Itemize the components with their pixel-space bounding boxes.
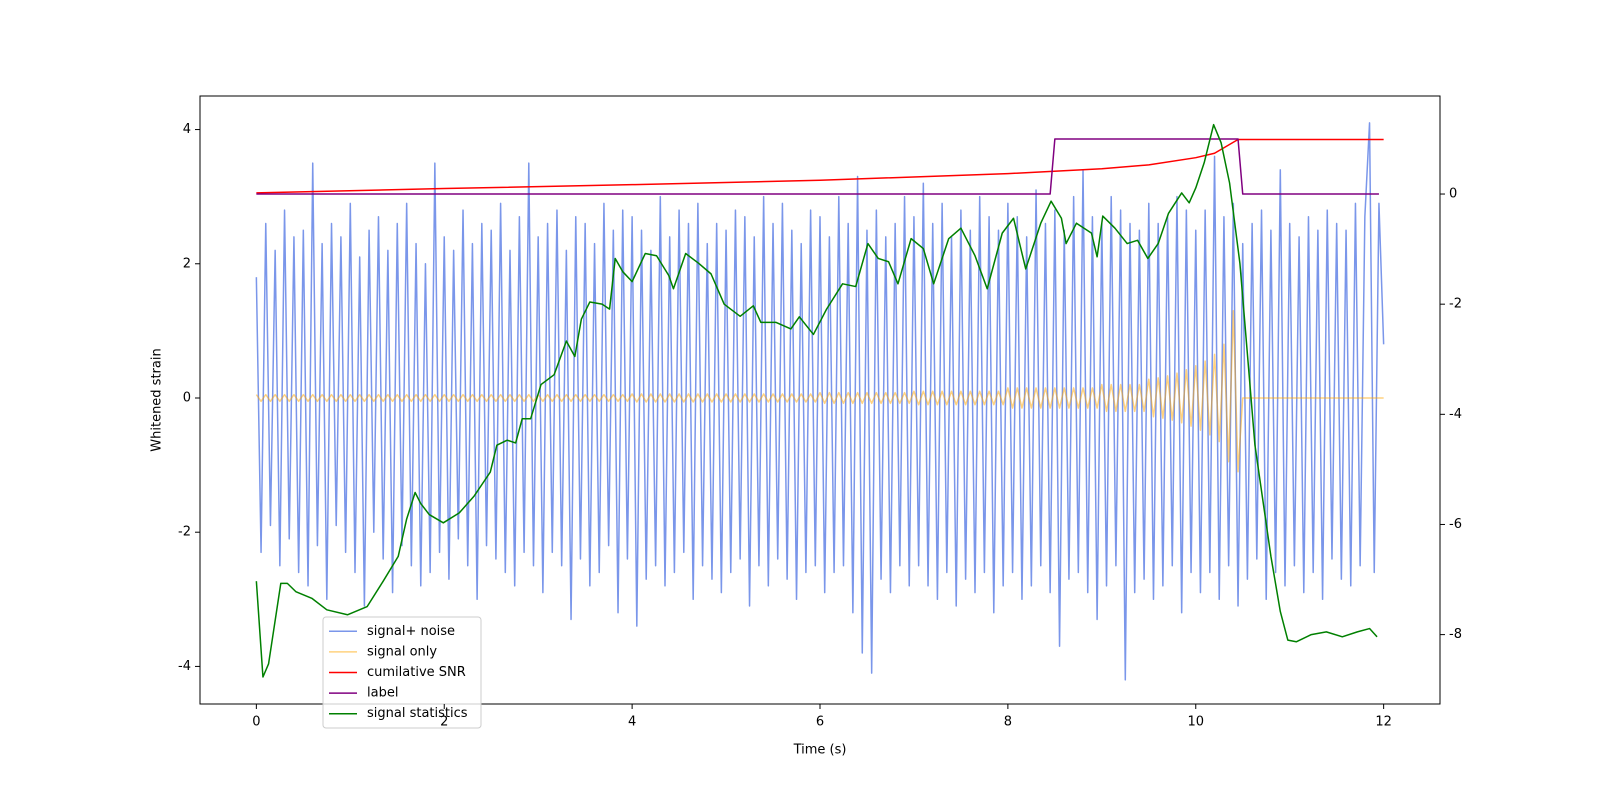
series-line xyxy=(255,122,1385,681)
legend-frame xyxy=(322,616,482,729)
y2-tick-label: -2 xyxy=(1449,297,1462,312)
x-tick-label: 10 xyxy=(1187,715,1204,730)
x-tick-label: 4 xyxy=(628,715,636,730)
legend-label: signal only xyxy=(367,644,437,659)
y2-tick-label: -4 xyxy=(1449,407,1462,422)
x-axis-label: Time (s) xyxy=(793,743,847,758)
x-tick-label: 6 xyxy=(816,715,824,730)
x-tick-label: 2 xyxy=(440,715,448,730)
y-axis-label: Whitened strain xyxy=(150,348,165,451)
legend: signal+ noise signal only cumilative SNR la… xyxy=(322,616,482,729)
y2-tick-label: -8 xyxy=(1449,627,1462,642)
plot-area xyxy=(255,122,1385,681)
y2-tick-label: -6 xyxy=(1449,517,1462,532)
legend-label: signal+ noise xyxy=(367,624,455,639)
y2-tick-label: 0 xyxy=(1449,187,1457,202)
y-tick-label: -2 xyxy=(178,525,191,540)
series-line xyxy=(255,310,1384,473)
x-tick-label: 0 xyxy=(252,715,260,730)
x-tick-label: 12 xyxy=(1375,715,1392,730)
y-tick-label: 2 xyxy=(183,256,191,271)
series-line xyxy=(256,138,1379,195)
y-tick-label: 4 xyxy=(183,122,191,137)
legend-label: label xyxy=(367,686,398,701)
x-tick-label: 8 xyxy=(1004,715,1012,730)
y-tick-label: 0 xyxy=(183,390,191,405)
legend-label: cumilative SNR xyxy=(367,665,466,680)
y-tick-label: -4 xyxy=(178,659,191,674)
series-line xyxy=(255,123,1378,678)
legend-label: signal statistics xyxy=(367,706,468,721)
